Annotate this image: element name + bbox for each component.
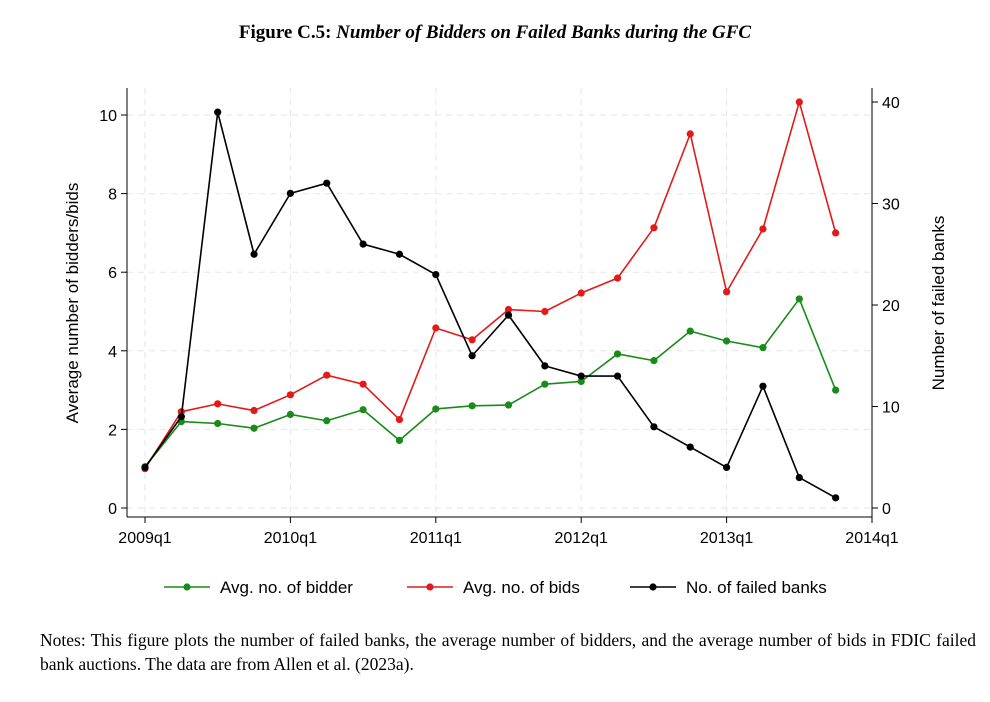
data-point: [286, 410, 294, 419]
data-point: [468, 336, 476, 344]
data-point: [759, 225, 767, 233]
data-point: [286, 189, 294, 197]
data-point: [541, 380, 549, 388]
data-point: [286, 391, 294, 399]
data-point: [395, 415, 404, 424]
data-point: [686, 130, 694, 138]
data-point: [795, 473, 803, 482]
figure-label: Figure C.5:: [238, 22, 332, 43]
data-point: [214, 108, 222, 116]
data-point: [650, 357, 658, 365]
data-point: [759, 382, 767, 390]
data-point: [250, 250, 258, 258]
x-tick-label: 2010q1: [264, 530, 317, 547]
figure-notes: Notes: This figure plots the number of f…: [40, 630, 976, 674]
y-tick-label: 10: [99, 108, 117, 125]
y-tick-label: 8: [108, 187, 117, 204]
data-point: [177, 413, 185, 421]
legend-label: No. of failed banks: [686, 578, 827, 597]
data-point: [395, 436, 404, 445]
y-tick-label: 4: [108, 344, 117, 361]
data-point: [759, 344, 767, 352]
data-point: [577, 289, 585, 297]
legend-swatch-marker: [649, 583, 657, 591]
data-point: [141, 463, 149, 471]
data-point: [468, 352, 476, 360]
y2-tick-label: 40: [882, 95, 900, 112]
data-point: [250, 424, 258, 432]
axes: 0 2 4 6 8 10 0 10 20 30 40 2009q1 2010q1 2011q1 2012q1…: [63, 88, 948, 547]
data-point: [541, 362, 549, 370]
y2-tick-label: 10: [882, 400, 900, 417]
data-point: [686, 327, 694, 335]
series-layer: [141, 98, 840, 502]
data-point: [723, 337, 731, 345]
data-point: [795, 295, 803, 303]
data-point: [250, 406, 258, 415]
data-point: [541, 307, 549, 316]
legend: Avg. no. of bidder Avg. no. of bids No. of…: [164, 578, 827, 597]
grid-lines: [127, 88, 873, 517]
data-point: [359, 406, 367, 414]
data-point: [323, 179, 331, 187]
series-line-2: [144, 111, 837, 499]
data-point: [214, 400, 222, 408]
series-line-0: [144, 298, 837, 468]
y-tick-label: 2: [108, 422, 117, 439]
y-tick-label: 0: [108, 501, 117, 518]
figure-name: Number of Bidders on Failed Banks during…: [336, 22, 752, 43]
x-tick-label: 2013q1: [700, 530, 753, 547]
data-point: [432, 324, 440, 332]
data-point: [504, 401, 513, 409]
data-point: [795, 98, 803, 106]
data-point: [613, 372, 622, 380]
x-tick-label: 2014q1: [845, 530, 898, 547]
data-point: [323, 417, 331, 425]
data-point: [214, 419, 222, 428]
data-point: [832, 386, 840, 394]
data-point: [613, 350, 622, 358]
y2-tick-label: 20: [882, 298, 900, 315]
x-tick-label: 2009q1: [118, 530, 171, 547]
legend-label: Avg. no. of bidder: [220, 578, 353, 597]
data-point: [686, 443, 694, 451]
y2-axis-label: Number of failed banks: [929, 216, 948, 391]
data-point: [723, 463, 731, 471]
y2-tick-label: 30: [882, 197, 900, 214]
data-point: [723, 288, 731, 296]
y-axis-label: Average number of bidders/bids: [63, 183, 82, 424]
figure-title: Figure C.5: Number of Bidders on Failed …: [0, 22, 990, 44]
y-tick-label: 6: [108, 265, 117, 282]
data-point: [359, 380, 367, 388]
legend-label: Avg. no. of bids: [463, 578, 580, 597]
data-point: [832, 229, 840, 237]
data-point: [577, 377, 585, 386]
data-point: [323, 371, 331, 379]
line-chart: 0 2 4 6 8 10 0 10 20 30 40 2009q1 2010q1 2011q1 2012q1…: [63, 88, 948, 597]
x-tick-label: 2011q1: [410, 530, 462, 547]
data-point: [650, 423, 658, 431]
data-point: [577, 372, 585, 380]
data-point: [395, 250, 404, 258]
data-point: [504, 305, 513, 314]
data-point: [650, 224, 658, 232]
data-point: [613, 274, 622, 282]
y2-tick-label: 0: [882, 501, 891, 518]
data-point: [432, 405, 440, 413]
legend-swatch-marker: [183, 583, 191, 591]
series-line-1: [144, 101, 837, 470]
data-point: [832, 494, 840, 502]
legend-swatch-marker: [426, 583, 434, 591]
data-point: [504, 311, 513, 319]
data-point: [468, 402, 476, 410]
data-point: [432, 270, 440, 279]
data-point: [359, 240, 367, 248]
x-tick-label: 2012q1: [555, 530, 608, 547]
